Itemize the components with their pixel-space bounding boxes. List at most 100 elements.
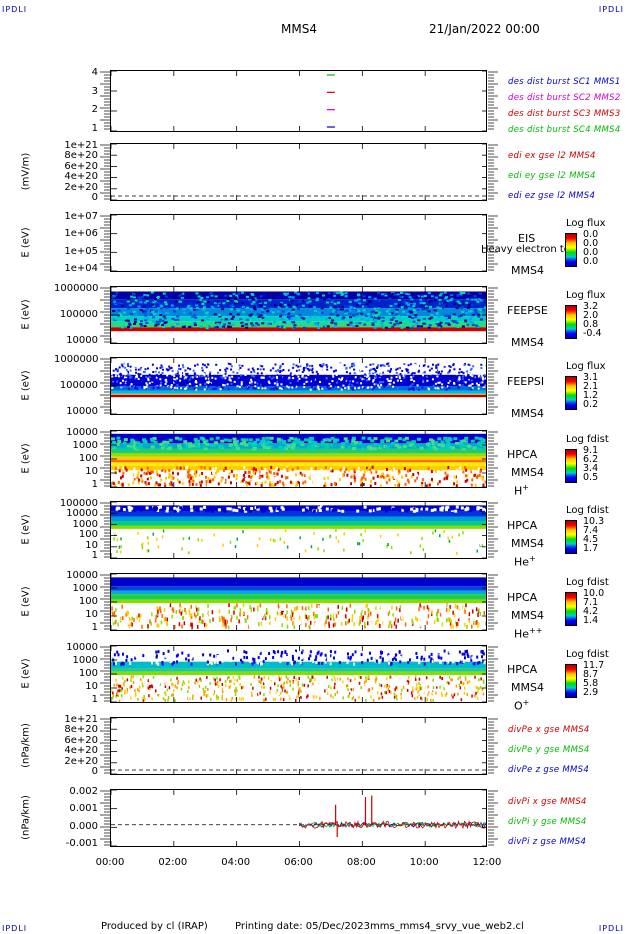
axis-comb bbox=[488, 286, 500, 348]
colorbar-value: 0.2 bbox=[583, 399, 599, 410]
panel-edi bbox=[110, 143, 487, 201]
spacecraft-label: MMS4 bbox=[511, 681, 544, 694]
y-tick-label: 100 bbox=[78, 529, 98, 541]
colorbar-title: Log flux bbox=[566, 290, 606, 301]
spacecraft-label: MMS4 bbox=[511, 466, 544, 479]
colorbar bbox=[565, 305, 577, 339]
legend-entry: des dist burst SC3 MMS3 bbox=[508, 109, 621, 119]
panel-eis bbox=[110, 214, 487, 272]
colorbar-value: 0.0 bbox=[583, 256, 599, 267]
axis-comb bbox=[488, 573, 500, 635]
x-tick-label: 10:00 bbox=[409, 857, 439, 868]
spacecraft-title: MMS4 bbox=[281, 22, 317, 36]
instrument-label: HPCA bbox=[507, 591, 538, 604]
y-tick-label: 0 bbox=[91, 192, 98, 203]
colorbar-value: 4.2 bbox=[583, 606, 599, 617]
footer-script-name: mms_mms4_srvy_vue_web2.cl bbox=[370, 921, 524, 932]
y-tick-label: 1000 bbox=[72, 440, 98, 451]
spacecraft-label: MMS4 bbox=[511, 336, 544, 349]
footer-produced-by: Produced by cl (IRAP) bbox=[101, 921, 208, 932]
instrument-label: HPCA bbox=[507, 519, 538, 532]
y-tick-label: 10 bbox=[85, 466, 98, 477]
axis-comb-left bbox=[98, 717, 110, 779]
colorbar-value: 10.0 bbox=[583, 588, 605, 599]
axis-comb bbox=[488, 357, 500, 419]
y-axis-label: E (eV) bbox=[20, 227, 32, 258]
x-tick-label: 04:00 bbox=[221, 857, 251, 868]
plot-area-divpe bbox=[111, 718, 486, 774]
y-axis-label: E (eV) bbox=[20, 586, 32, 617]
plot-area-hpca_h bbox=[111, 431, 486, 487]
y-tick-label: 10000 bbox=[66, 335, 98, 346]
legend-entry: edi ez gse l2 MMS4 bbox=[508, 191, 596, 201]
y-tick-label: 1000000 bbox=[54, 354, 99, 365]
colorbar-value: 0.5 bbox=[583, 472, 599, 483]
y-tick-label: 2 bbox=[91, 104, 98, 116]
panel-divpi bbox=[110, 789, 487, 847]
y-tick-label: 10000 bbox=[66, 642, 98, 653]
y-tick-label: 4 bbox=[91, 67, 98, 78]
y-tick-label: 10 bbox=[85, 681, 98, 692]
y-tick-label: 2e+20 bbox=[64, 755, 98, 767]
corner-label-br: IPDLI bbox=[598, 924, 624, 933]
axis-comb-left bbox=[98, 430, 110, 492]
colorbar-title: Log fdist bbox=[566, 577, 609, 588]
y-axis-label: E (eV) bbox=[20, 658, 32, 689]
species-charge: ++ bbox=[529, 626, 543, 635]
plot-area-hpca_hepp bbox=[111, 574, 486, 630]
legend-entry: edi ex gse l2 MMS4 bbox=[508, 151, 596, 161]
colorbar bbox=[565, 233, 577, 267]
x-tick-label: 12:00 bbox=[472, 857, 502, 868]
y-tick-label: 1000 bbox=[72, 518, 98, 530]
y-axis-label: (mV/m) bbox=[20, 152, 32, 191]
axis-comb bbox=[488, 501, 500, 563]
colorbar-value: 8.7 bbox=[583, 669, 599, 680]
axis-comb-left bbox=[98, 357, 110, 419]
colorbar-value: -0.4 bbox=[583, 328, 602, 339]
legend-entry: divPi y gse MMS4 bbox=[508, 817, 587, 827]
colorbar-value: 0.0 bbox=[583, 247, 599, 258]
x-tick-label: 00:00 bbox=[95, 857, 125, 868]
axis-comb-left bbox=[98, 789, 110, 851]
axis-comb bbox=[488, 70, 500, 136]
y-tick-label: 3 bbox=[91, 85, 98, 97]
species-charge: + bbox=[522, 698, 530, 707]
y-tick-label: 10000 bbox=[66, 406, 98, 417]
colorbar-value: 2.0 bbox=[583, 310, 599, 321]
colorbar bbox=[565, 449, 577, 483]
y-tick-label: 4e+20 bbox=[64, 745, 98, 757]
species-label: H+ bbox=[514, 483, 529, 498]
colorbar-value: 1.2 bbox=[583, 390, 599, 401]
species-name: He bbox=[514, 555, 530, 569]
axis-comb bbox=[488, 717, 500, 779]
axis-comb-left bbox=[98, 214, 110, 276]
y-tick-label: 1 bbox=[91, 694, 98, 705]
y-tick-label: 100000 bbox=[59, 498, 98, 509]
y-tick-label: 8e+20 bbox=[64, 150, 98, 162]
instrument-label: FEEPSI bbox=[507, 375, 545, 388]
axis-comb bbox=[488, 645, 500, 707]
instrument-label: FEEPSE bbox=[507, 304, 548, 317]
y-axis-label: E (eV) bbox=[20, 299, 32, 330]
plot-area-edi bbox=[111, 144, 486, 200]
colorbar-value: 5.8 bbox=[583, 678, 599, 689]
spacecraft-label: MMS4 bbox=[511, 407, 544, 420]
plot-area-hpca_he bbox=[111, 502, 486, 558]
colorbar-value: 10.3 bbox=[583, 516, 605, 527]
y-tick-label: 1e+07 bbox=[64, 211, 98, 222]
axis-comb-left bbox=[98, 143, 110, 205]
y-axis-label: E (eV) bbox=[20, 443, 32, 474]
y-tick-label: 0 bbox=[91, 766, 98, 777]
legend-entry: des dist burst SC1 MMS1 bbox=[508, 77, 621, 87]
divpi-series bbox=[299, 821, 486, 829]
panel-hpca_h bbox=[110, 430, 487, 488]
panel-burst bbox=[110, 70, 487, 132]
colorbar-title: Log fdist bbox=[566, 434, 609, 445]
y-tick-label: 1e+21 bbox=[64, 140, 98, 151]
species-label: He++ bbox=[514, 626, 542, 641]
y-tick-label: 1 bbox=[91, 550, 98, 561]
y-axis-label: (nPa/km) bbox=[20, 795, 32, 840]
colorbar-title: Log flux bbox=[566, 361, 606, 372]
colorbar-value: 7.1 bbox=[583, 597, 599, 608]
y-tick-label: 1000 bbox=[72, 655, 98, 666]
